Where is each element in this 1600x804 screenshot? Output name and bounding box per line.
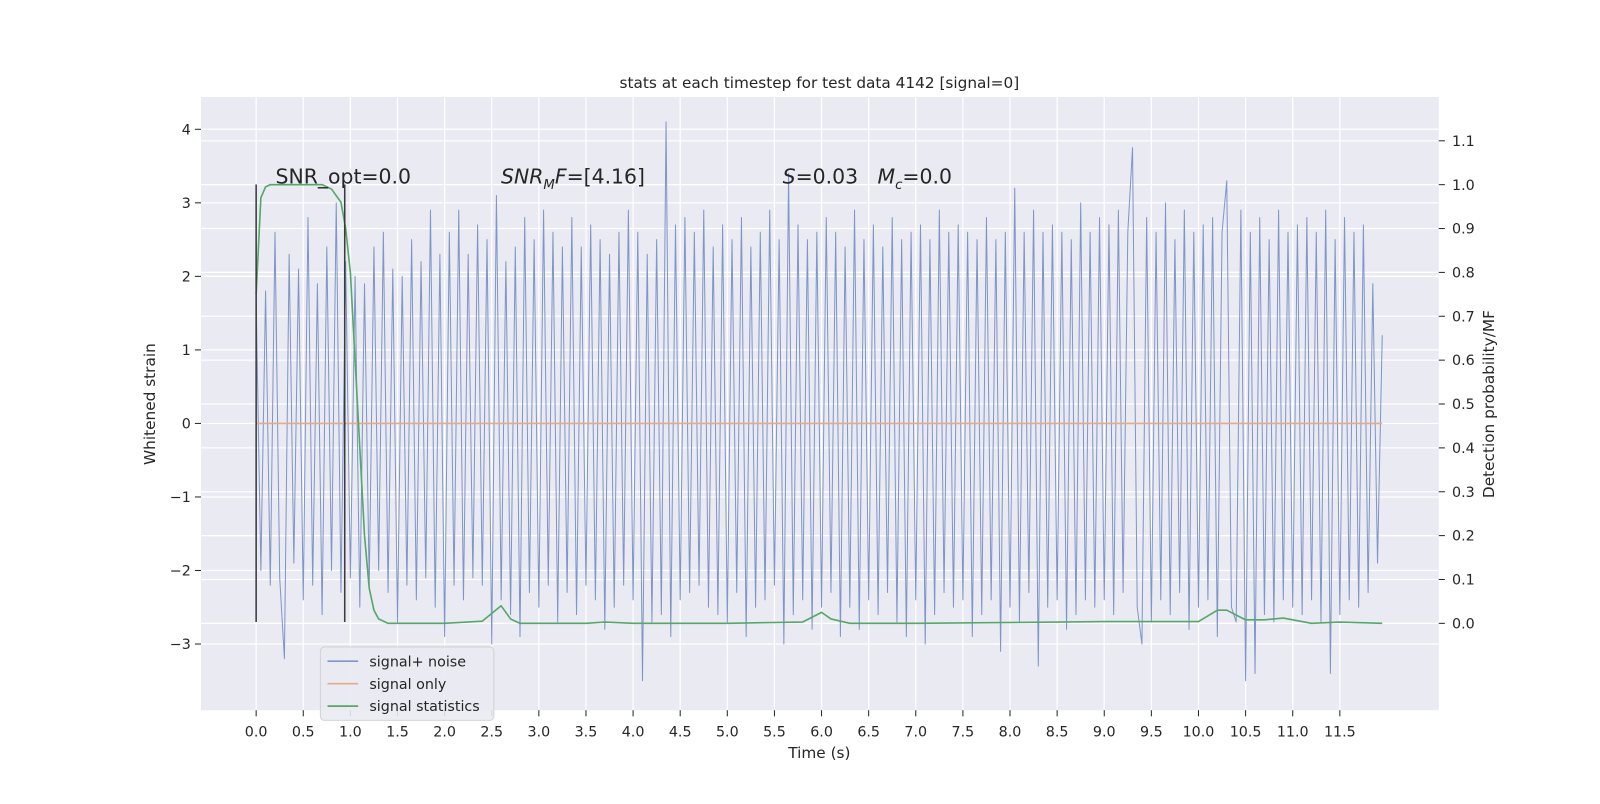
x-tick-label: 11.0: [1277, 725, 1309, 741]
annotation-part: =[4.16]: [567, 165, 645, 189]
x-tick-label: 11.5: [1324, 725, 1356, 741]
annotation-part: F: [555, 165, 567, 189]
x-tick-label: 7.5: [952, 725, 975, 741]
x-axis-label: Time (s): [787, 744, 850, 762]
annotation-part: S: [783, 165, 796, 189]
x-tick-label: 7.0: [904, 725, 927, 741]
y2-tick-label: 0.5: [1452, 397, 1475, 413]
y-tick-label: −2: [170, 564, 191, 580]
y2-tick-label: 0.3: [1452, 485, 1475, 501]
y2-tick-label: 0.1: [1452, 573, 1475, 589]
x-tick-label: 0.0: [245, 725, 268, 741]
x-tick-label: 3.5: [575, 725, 598, 741]
legend-label: signal only: [369, 677, 446, 693]
y-tick-label: 1: [182, 343, 191, 359]
annotation-part: SNR_opt=0.0: [276, 165, 412, 190]
y-tick-label: 0: [182, 417, 191, 433]
x-tick-label: 5.5: [763, 725, 786, 741]
x-tick-label: 4.5: [669, 725, 692, 741]
legend-label: signal+ noise: [369, 654, 466, 670]
y2-tick-label: 1.0: [1452, 178, 1475, 194]
x-tick-label: 10.0: [1183, 725, 1215, 741]
y2-tick-label: 0.8: [1452, 266, 1475, 282]
x-tick-label: 10.5: [1230, 725, 1262, 741]
x-tick-label: 9.0: [1093, 725, 1116, 741]
annotation-part: M: [543, 178, 555, 193]
y2-tick-label: 1.1: [1452, 134, 1475, 150]
annotation-part: c: [895, 178, 903, 193]
series-line: [255, 121, 1383, 682]
x-tick-label: 9.5: [1140, 725, 1163, 741]
x-tick-label: 1.5: [386, 725, 409, 741]
legend: signal+ noise signal only signal statistic…: [319, 646, 495, 721]
x-tick-label: 1.0: [339, 725, 362, 741]
x-tick-label: 6.5: [857, 725, 880, 741]
y2-tick-label: 0.7: [1452, 309, 1475, 325]
y-tick-label: −3: [170, 637, 191, 653]
series-line: [255, 183, 1383, 625]
annotation: SNRMF=[4.16]: [501, 165, 645, 193]
y2-tick-label: 0.2: [1452, 529, 1475, 545]
x-tick-label: 8.5: [1046, 725, 1069, 741]
y2-axis-label: Detection probability/MF: [1480, 310, 1498, 498]
x-tick-label: 3.0: [528, 725, 551, 741]
y-tick-label: 3: [182, 196, 191, 212]
annotation-part: =0.0: [902, 165, 952, 189]
x-tick-label: 2.5: [480, 725, 503, 741]
marks: SNR_opt=0.0 SNRMF=[4.16] S=0.03 Mc=0.0: [255, 121, 1383, 682]
y2-tick-label: 0.4: [1452, 441, 1475, 457]
y2-tick-label: 0.6: [1452, 353, 1475, 369]
x-tick-label: 8.0: [999, 725, 1022, 741]
annotation-part: =0.03: [796, 165, 878, 189]
annotation: S=0.03 Mc=0.0: [783, 165, 952, 193]
x-tick-label: 2.0: [433, 725, 456, 741]
chart-title: stats at each timestep for test data 414…: [620, 74, 1020, 92]
y-axis-label: Whitened strain: [141, 343, 159, 465]
y2-tick-label: 0.9: [1452, 222, 1475, 238]
annotation-part: SNR: [501, 165, 543, 189]
annotation: SNR_opt=0.0: [276, 165, 412, 190]
x-tick-label: 6.0: [810, 725, 833, 741]
legend-box: [319, 646, 495, 721]
y-tick-label: 4: [182, 122, 191, 138]
legend-label: signal statistics: [369, 699, 479, 715]
x-tick-label: 5.0: [716, 725, 739, 741]
axes: 0.0 0.5 1.0 1.5 2.0 2.5 3.0 3.5 4.0 4.5 5.0 5.5 6.0 6…: [170, 122, 1475, 740]
y2-tick-label: 0.0: [1452, 616, 1475, 632]
y-tick-label: −1: [170, 490, 191, 506]
annotation-part: M: [878, 165, 896, 189]
y-tick-label: 2: [182, 269, 191, 285]
x-tick-label: 4.0: [622, 725, 645, 741]
x-tick-label: 0.5: [292, 725, 315, 741]
